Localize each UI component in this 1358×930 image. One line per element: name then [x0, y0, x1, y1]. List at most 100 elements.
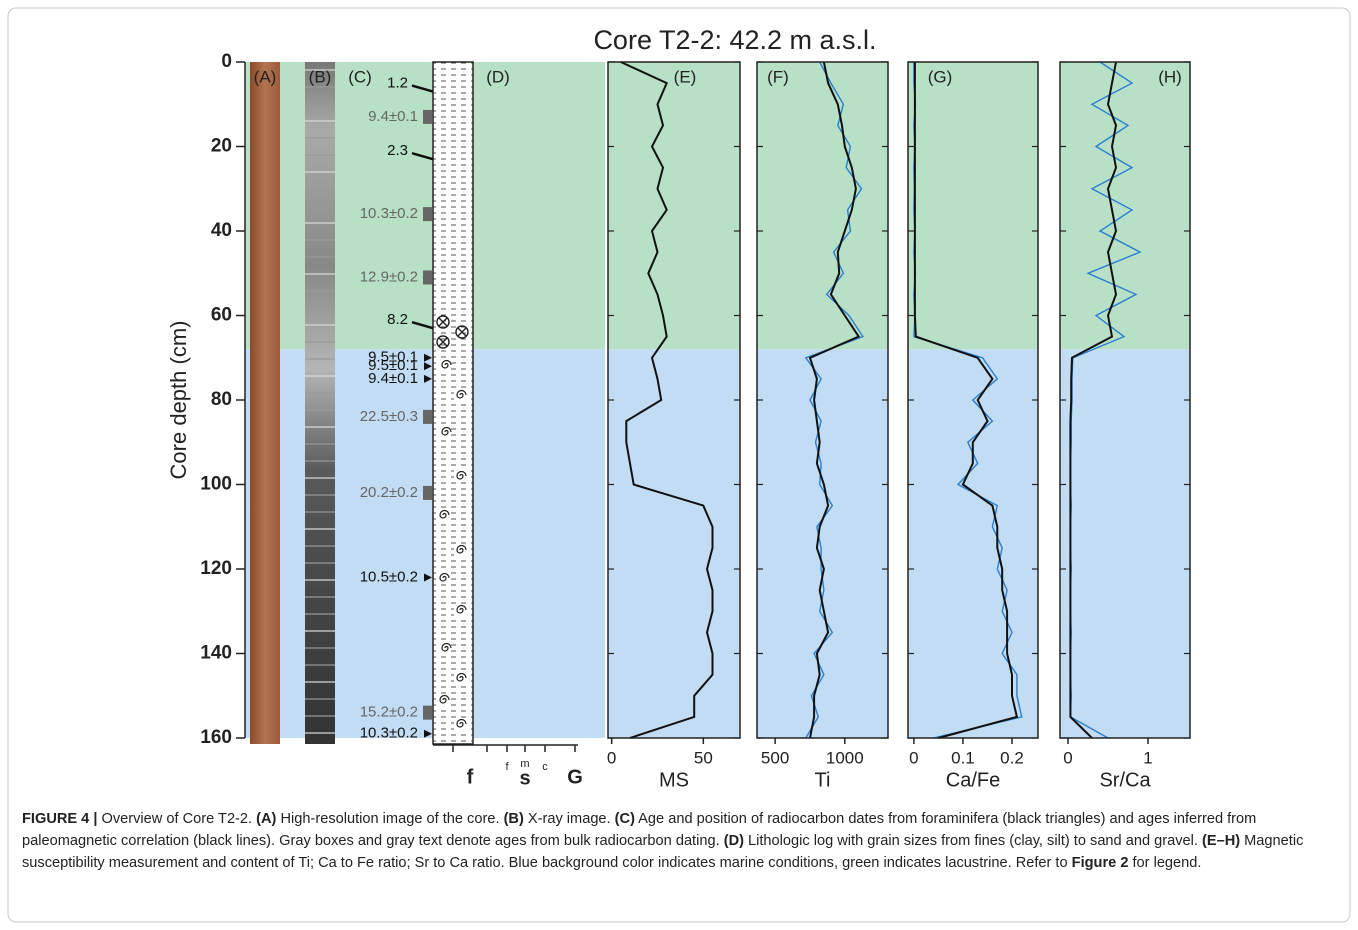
- age-marker: [424, 573, 432, 582]
- age-marker: [424, 353, 432, 362]
- age-marker: [423, 409, 432, 424]
- caption-run: Age and position of radiocarbon dates fr…: [22, 811, 1257, 849]
- age-marker: [411, 84, 434, 93]
- lithology-axis-label: f: [505, 761, 509, 773]
- lithology-axis-label: G: [567, 766, 583, 788]
- age-label: 15.2±0.2: [360, 704, 418, 721]
- x-tick-label: 50: [694, 748, 713, 767]
- x-tick-label: 0: [1063, 748, 1072, 767]
- figure-title: Core T2-2: 42.2 m a.s.l.: [593, 25, 876, 55]
- y-tick-label: 20: [211, 136, 232, 157]
- cross-symbol: [436, 315, 450, 329]
- lithology-axis-label: m: [520, 758, 529, 770]
- age-label: 8.2: [387, 311, 408, 328]
- age-label: 1.2: [387, 75, 408, 92]
- shell-symbol: [441, 359, 452, 369]
- age-label: 9.4±0.1: [368, 370, 418, 387]
- y-tick-label: 140: [200, 643, 232, 664]
- caption-run: Lithologic log with grain sizes from fin…: [743, 833, 1202, 849]
- panel-label: (F): [767, 67, 789, 86]
- data-line: [808, 61, 861, 739]
- cross-symbol: [438, 337, 448, 347]
- panel-label: (G): [928, 67, 953, 86]
- age-marker: [423, 705, 432, 720]
- figure-border: [7, 7, 1351, 923]
- caption-run: Overview of Core T2-2.: [97, 811, 257, 827]
- shell-symbol: [439, 572, 450, 582]
- caption-run: High-resolution image of the core.: [276, 811, 504, 827]
- caption-run: (A): [256, 811, 277, 827]
- zone: [1060, 349, 1190, 738]
- age-marker: [423, 109, 432, 124]
- y-tick-label: 100: [200, 474, 232, 495]
- shell-symbol: [439, 694, 450, 704]
- caption-run: (B): [503, 811, 524, 827]
- age-marker: [423, 485, 432, 500]
- caption-run: (D): [723, 833, 744, 849]
- y-tick-label: 40: [211, 220, 232, 241]
- x-tick-label: 1000: [826, 748, 864, 767]
- age-label: 10.3±0.2: [360, 205, 418, 222]
- panel-label: (C): [348, 67, 372, 86]
- zone: [757, 349, 888, 738]
- caption-run: Magnetic susceptibility measurement and …: [22, 833, 1304, 871]
- cross-symbol: [455, 325, 469, 339]
- lithology-column: [432, 61, 474, 745]
- shell-symbol: [456, 544, 467, 554]
- age-marker: [423, 270, 432, 285]
- age-label: 22.5±0.3: [360, 408, 418, 425]
- age-marker: [411, 151, 434, 161]
- x-tick-label: 0: [607, 748, 616, 767]
- zone: [245, 62, 605, 350]
- age-label: 9.5±0.1: [368, 357, 418, 374]
- x-axis-label: Ca/Fe: [946, 769, 1000, 791]
- data-line: [1069, 61, 1118, 739]
- caption-run: X-ray image.: [523, 811, 615, 827]
- shell-symbol: [456, 604, 467, 614]
- zone: [908, 62, 1038, 350]
- lithology-axis-label: c: [542, 761, 548, 773]
- age-marker: [424, 374, 432, 383]
- age-label: 10.5±0.2: [360, 568, 418, 585]
- y-tick-label: 160: [200, 727, 232, 748]
- data-line: [620, 61, 714, 739]
- shell-symbol: [439, 509, 450, 519]
- core-image: [250, 62, 280, 744]
- shell-symbol: [456, 718, 467, 728]
- data-line: [913, 62, 1019, 739]
- zone: [608, 349, 740, 738]
- panel-label: (A): [254, 67, 277, 86]
- x-axis-label: Sr/Ca: [1099, 769, 1151, 791]
- caption-run: FIGURE 4 |: [22, 811, 98, 827]
- y-tick-label: 60: [211, 305, 232, 326]
- caption-run: (C): [614, 811, 635, 827]
- age-marker: [424, 362, 432, 371]
- x-axis-label: Ti: [815, 769, 831, 791]
- caption-run: Figure 2: [1071, 855, 1129, 871]
- age-label: 20.2±0.2: [360, 484, 418, 501]
- cross-symbol: [457, 327, 467, 337]
- data-line: [804, 61, 864, 739]
- shell-symbol: [441, 642, 452, 652]
- shell-symbol: [456, 470, 467, 480]
- age-label: 10.3±0.2: [360, 725, 418, 742]
- lithology-axis-label: f: [467, 766, 474, 788]
- age-marker: [424, 729, 432, 738]
- panel-label: (D): [486, 67, 510, 86]
- zone: [245, 349, 605, 738]
- zone: [908, 349, 1038, 738]
- zone: [757, 62, 888, 350]
- zone: [608, 62, 740, 350]
- x-tick-label: 0.1: [951, 748, 975, 767]
- y-tick-label: 0: [221, 51, 232, 72]
- age-label: 9.5±0.1: [368, 349, 418, 366]
- age-label: 9.4±0.1: [368, 108, 418, 125]
- panel-label: (B): [309, 67, 332, 86]
- y-tick-label: 80: [211, 389, 232, 410]
- x-tick-label: 0.2: [1000, 748, 1024, 767]
- shell-symbol: [456, 672, 467, 682]
- x-tick-label: 0: [909, 748, 918, 767]
